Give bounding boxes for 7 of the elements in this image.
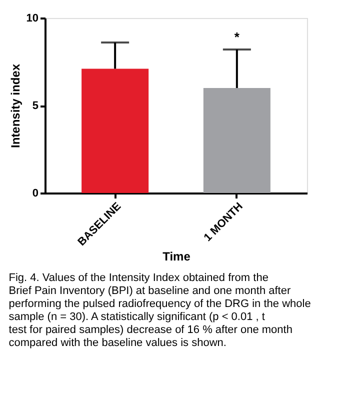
y-tick-label: 5 [32, 100, 38, 112]
caption: Fig. 4. Values of the Intensity Index obtained from the Brief Pain Inventory (BPI) at baseline and one month after performing the pulsed radiofrequency of the DRG in the whole sample (n = 30). A statistically significant (p < 0.01 , t test for paired samples) decrease of 16 % after one month compared with the baseline values is shown. [8, 272, 311, 350]
y-tick-label: 10 [26, 12, 38, 24]
y-tick-label: 0 [32, 188, 38, 200]
y-axis-title: Intensity index [8, 64, 22, 148]
annotation: * [234, 30, 240, 44]
x-axis-title: Time [162, 250, 191, 264]
